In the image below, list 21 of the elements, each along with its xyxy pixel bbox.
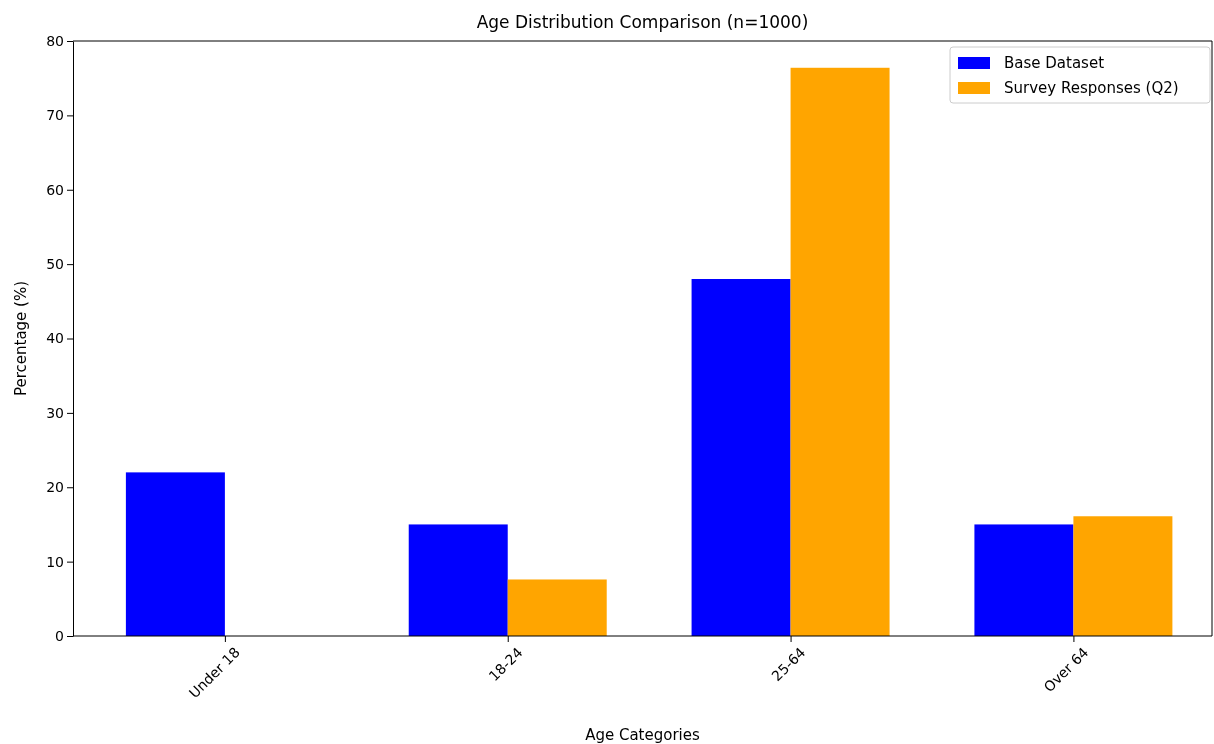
- bar: [974, 524, 1074, 636]
- bar: [1073, 516, 1173, 636]
- y-tick-label: 50: [46, 256, 64, 273]
- x-axis-title: Age Categories: [585, 726, 700, 744]
- bar: [691, 279, 791, 636]
- legend-label: Survey Responses (Q2): [1004, 79, 1179, 97]
- y-tick-label: 30: [46, 404, 64, 421]
- y-tick-label: 80: [46, 32, 64, 49]
- y-tick-label: 60: [46, 181, 64, 198]
- bar: [125, 472, 225, 636]
- y-tick-label: 0: [55, 627, 64, 644]
- y-tick-label: 40: [46, 330, 64, 347]
- chart-title: Age Distribution Comparison (n=1000): [476, 12, 809, 32]
- y-tick-label: 70: [46, 107, 64, 124]
- y-axis-title: Percentage (%): [12, 280, 30, 397]
- y-tick-label: 10: [46, 553, 64, 570]
- legend-label: Base Dataset: [1004, 54, 1105, 72]
- bar: [507, 579, 607, 636]
- bar: [790, 67, 890, 636]
- bar: [408, 524, 508, 636]
- y-tick-label: 20: [46, 479, 64, 496]
